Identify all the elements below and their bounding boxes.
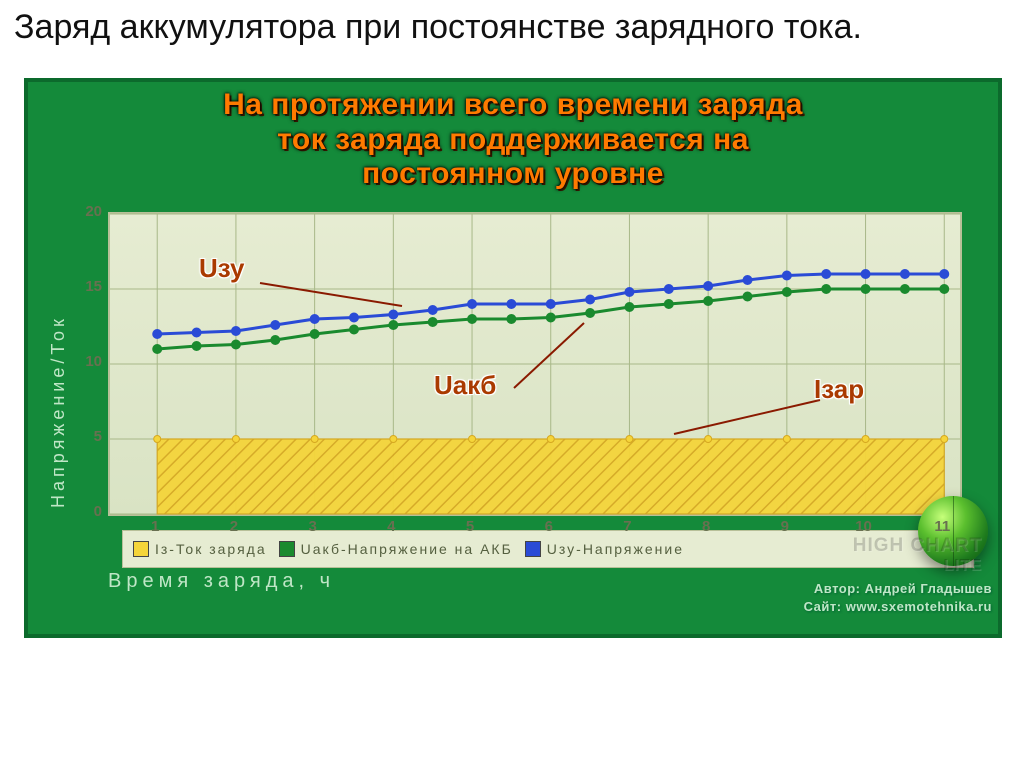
plot-svg xyxy=(110,214,960,514)
legend-label: Uзу-Напряжение xyxy=(547,541,684,557)
legend-label: Iз-Ток заряда xyxy=(155,541,267,557)
x-tick-label: 1 xyxy=(145,518,165,535)
credit-author-name: Андрей Гладышев xyxy=(865,581,992,596)
legend-swatch-icon xyxy=(133,541,149,557)
x-tick-label: 4 xyxy=(381,518,401,535)
credit-site-url: www.sxemotehnika.ru xyxy=(846,599,992,614)
x-tick-label: 7 xyxy=(617,518,637,535)
watermark-line: LITE xyxy=(943,557,982,574)
x-axis-label: Время заряда, ч xyxy=(108,570,335,593)
x-tick-label: 3 xyxy=(303,518,323,535)
y-tick-label: 20 xyxy=(78,203,102,220)
x-tick-label: 5 xyxy=(460,518,480,535)
y-tick-label: 15 xyxy=(78,278,102,295)
y-axis-label: Напряжение/Ток xyxy=(48,315,69,508)
legend: Iз-Ток заряда Uакб-Напряжение на АКБ Uзу-Н… xyxy=(122,530,974,568)
credit-site-label: Сайт: xyxy=(804,599,842,614)
chart-title: На протяжении всего времени заряда ток з… xyxy=(24,88,1002,192)
credit-author-label: Автор: xyxy=(814,581,861,596)
y-tick-label: 0 xyxy=(78,503,102,520)
legend-item: Uзу-Напряжение xyxy=(525,541,684,557)
y-tick-label: 10 xyxy=(78,353,102,370)
x-tick-label: 9 xyxy=(775,518,795,535)
legend-swatch-icon xyxy=(279,541,295,557)
watermark-line: HIGH CHART xyxy=(853,535,982,556)
x-tick-label: 2 xyxy=(224,518,244,535)
chart-title-line: ток заряда поддерживается на xyxy=(277,123,749,156)
legend-swatch-icon xyxy=(525,541,541,557)
credit-author: Автор: Андрей Гладышев xyxy=(814,581,992,596)
legend-label: Uакб-Напряжение на АКБ xyxy=(301,541,513,557)
legend-item: Iз-Ток заряда xyxy=(133,541,267,557)
legend-item: Uакб-Напряжение на АКБ xyxy=(279,541,513,557)
watermark: HIGH CHART LITE xyxy=(853,536,982,574)
x-tick-label: 6 xyxy=(539,518,559,535)
y-tick-label: 5 xyxy=(78,428,102,445)
x-tick-label: 10 xyxy=(854,518,874,535)
x-tick-label: 8 xyxy=(696,518,716,535)
chart-title-line: постоянном уровне xyxy=(362,157,664,190)
page-title: Заряд аккумулятора при постоянстве заряд… xyxy=(0,0,1024,51)
credit-site: Сайт: www.sxemotehnika.ru xyxy=(804,599,992,614)
plot-area xyxy=(108,212,962,516)
chart-title-line: На протяжении всего времени заряда xyxy=(223,88,803,121)
x-tick-label: 11 xyxy=(932,518,952,535)
chart-container: На протяжении всего времени заряда ток з… xyxy=(24,78,1002,638)
